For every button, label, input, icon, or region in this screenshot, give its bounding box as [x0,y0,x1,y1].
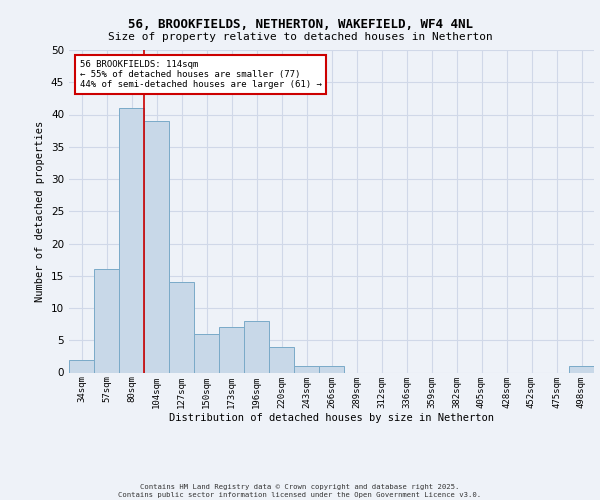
X-axis label: Distribution of detached houses by size in Netherton: Distribution of detached houses by size … [169,413,494,423]
Bar [169,282,194,372]
Bar [194,334,219,372]
Bar [94,270,119,372]
Bar [119,108,144,372]
Text: 56, BROOKFIELDS, NETHERTON, WAKEFIELD, WF4 4NL: 56, BROOKFIELDS, NETHERTON, WAKEFIELD, W… [128,18,473,30]
Bar [69,360,94,372]
Bar [269,346,294,372]
Text: Contains HM Land Registry data © Crown copyright and database right 2025.
Contai: Contains HM Land Registry data © Crown c… [118,484,482,498]
Bar [294,366,319,372]
Bar [144,121,169,372]
Text: 56 BROOKFIELDS: 114sqm
← 55% of detached houses are smaller (77)
44% of semi-det: 56 BROOKFIELDS: 114sqm ← 55% of detached… [79,60,322,90]
Bar [319,366,344,372]
Bar [219,328,244,372]
Text: Size of property relative to detached houses in Netherton: Size of property relative to detached ho… [107,32,493,42]
Bar [569,366,594,372]
Y-axis label: Number of detached properties: Number of detached properties [35,120,46,302]
Bar [244,321,269,372]
